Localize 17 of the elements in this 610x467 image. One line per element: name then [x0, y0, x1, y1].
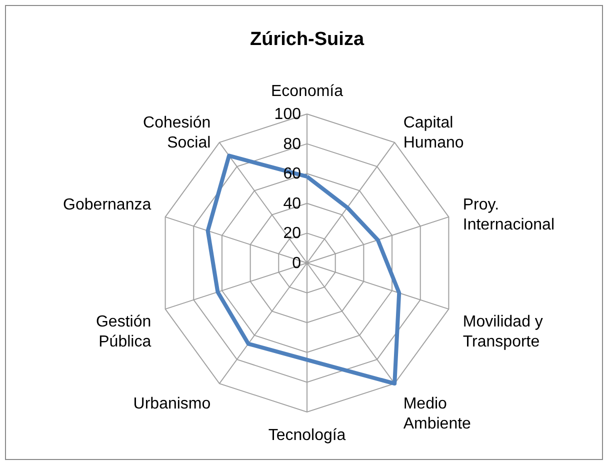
y-tick-label: 80: [283, 136, 302, 153]
y-tick-label: 40: [283, 195, 302, 212]
spoke-label: Proy. Internacional: [462, 196, 555, 234]
y-tick-label: 60: [283, 166, 302, 183]
chart-title: Zúrich-Suiza: [250, 29, 364, 50]
spoke-label: Gestión Pública: [96, 314, 152, 351]
y-tick-label: 0: [292, 255, 302, 272]
y-tick-label: 20: [283, 225, 302, 242]
spoke-label: Capital Humano: [403, 114, 464, 152]
y-tick-label: 100: [274, 106, 302, 123]
spoke-label: Gobernanza: [63, 196, 152, 214]
spoke-label: Tecnología: [268, 426, 346, 444]
spoke-label: Cohesión Social: [143, 114, 211, 152]
spoke-label: Movilidad y Transporte: [462, 314, 543, 351]
spoke-label: Urbanismo: [133, 396, 211, 413]
spoke-label: Medio Ambiente: [403, 396, 472, 433]
spoke-label: Economía: [270, 83, 344, 100]
